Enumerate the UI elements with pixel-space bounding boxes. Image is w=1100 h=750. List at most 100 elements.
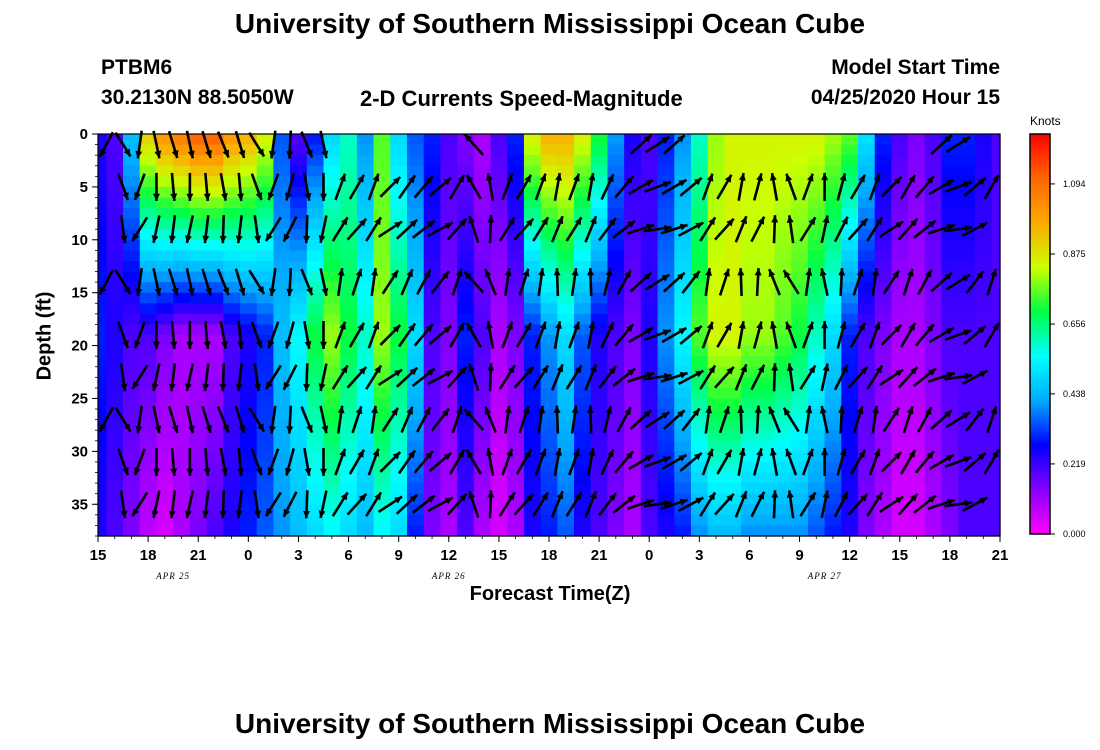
heatmap-cell	[507, 493, 525, 505]
heatmap-cell	[106, 366, 124, 378]
heatmap-cell	[290, 303, 308, 315]
heatmap-cell	[306, 356, 325, 368]
heatmap-cell	[189, 409, 208, 421]
heatmap-cell	[139, 345, 158, 357]
heatmap-cell	[306, 335, 325, 347]
heatmap-cell	[774, 398, 792, 410]
heatmap-cell	[774, 208, 792, 220]
heatmap-cell	[98, 324, 107, 336]
heatmap-cell	[574, 504, 592, 516]
heatmap-cell	[624, 345, 642, 357]
current-vector	[804, 405, 813, 434]
heatmap-cell	[123, 186, 141, 199]
heatmap-cell	[791, 419, 809, 431]
current-vector	[963, 325, 987, 345]
heatmap-cell	[290, 313, 308, 326]
current-vector	[331, 364, 349, 390]
current-vector	[98, 406, 115, 433]
heatmap-cell	[540, 377, 558, 389]
heatmap-cell	[123, 356, 141, 368]
current-vector	[446, 492, 468, 516]
x-tick-label: 15	[891, 547, 908, 564]
heatmap-cell	[273, 335, 291, 347]
heatmap-cell	[974, 472, 993, 484]
current-vector	[135, 405, 143, 434]
heatmap-cell	[757, 461, 776, 474]
heatmap-cell	[390, 387, 408, 400]
heatmap-cell	[590, 419, 609, 431]
heatmap-cell	[624, 440, 642, 452]
heatmap-cell	[707, 165, 725, 177]
heatmap-cell	[106, 303, 124, 315]
heatmap-cell	[373, 514, 391, 527]
heatmap-cell	[874, 345, 893, 357]
current-vector	[237, 172, 245, 201]
heatmap-cell	[206, 186, 224, 199]
heatmap-cell	[741, 483, 759, 495]
heatmap-cell	[490, 186, 508, 199]
heatmap-cell	[991, 208, 1001, 220]
current-vector	[216, 131, 230, 159]
current-vector	[303, 215, 311, 244]
heatmap-cell	[607, 525, 625, 537]
heatmap-cell	[991, 387, 1001, 400]
heatmap-cell	[741, 387, 759, 400]
heatmap-cell	[707, 229, 725, 241]
heatmap-cell	[123, 345, 141, 357]
heatmap-cell	[373, 176, 391, 188]
heatmap-cell	[239, 144, 258, 156]
heatmap-cell	[657, 313, 675, 326]
current-vector	[553, 320, 562, 350]
heatmap-cell	[223, 292, 241, 304]
heatmap-cell	[139, 303, 158, 315]
heatmap-cell	[189, 303, 208, 315]
heatmap-cell	[991, 335, 1001, 347]
heatmap-cell	[256, 356, 274, 368]
current-vector	[681, 407, 701, 432]
heatmap-cell	[407, 440, 425, 452]
heatmap-cell	[607, 472, 625, 484]
heatmap-cell	[106, 218, 124, 230]
current-vector	[799, 364, 817, 390]
heatmap-cell	[791, 271, 809, 283]
heatmap-cell	[841, 472, 859, 484]
heatmap-cell	[841, 409, 859, 421]
heatmap-cell	[724, 250, 742, 262]
heatmap-cell	[941, 292, 959, 304]
heatmap-cell	[290, 366, 308, 378]
heatmap-cell	[423, 525, 442, 537]
heatmap-cell	[273, 250, 291, 262]
heatmap-cell	[924, 430, 943, 442]
heatmap-cell	[123, 504, 141, 516]
heatmap-cell	[106, 377, 124, 389]
heatmap-cell	[390, 134, 408, 146]
heatmap-cell	[908, 366, 926, 378]
current-vector	[117, 173, 130, 201]
heatmap-cell	[290, 409, 308, 421]
current-vector	[897, 217, 919, 241]
current-vector	[679, 176, 703, 197]
heatmap-cell	[707, 313, 725, 326]
heatmap-cell	[791, 514, 809, 527]
heatmap-cell	[189, 155, 208, 167]
heatmap-cell	[974, 303, 993, 315]
heatmap-cell	[523, 260, 542, 273]
heatmap-cell	[523, 366, 542, 378]
heatmap-cell	[557, 472, 575, 484]
heatmap-cell	[156, 176, 174, 188]
heatmap-cell	[239, 186, 258, 199]
heatmap-cell	[674, 260, 692, 273]
heatmap-cell	[290, 271, 308, 283]
heatmap-cell	[607, 292, 625, 304]
heatmap-cell	[774, 409, 792, 421]
current-vector	[498, 216, 516, 242]
current-vector	[395, 493, 419, 515]
heatmap-cell	[674, 134, 692, 146]
current-vector	[219, 447, 228, 476]
current-vector	[170, 172, 178, 201]
heatmap-cell	[457, 208, 475, 220]
heatmap-cell	[273, 134, 291, 146]
heatmap-cell	[941, 472, 959, 484]
heatmap-cell	[273, 324, 291, 336]
heatmap-cell	[724, 144, 742, 156]
